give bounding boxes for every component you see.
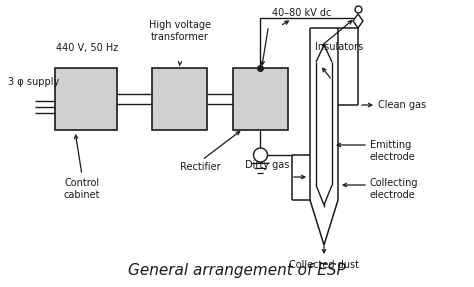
Text: Emitting
electrode: Emitting electrode bbox=[370, 140, 416, 162]
Polygon shape bbox=[353, 14, 363, 28]
Text: 440 V, 50 Hz: 440 V, 50 Hz bbox=[56, 43, 118, 53]
Text: 3 φ supply: 3 φ supply bbox=[8, 77, 59, 87]
Text: Dirty gas: Dirty gas bbox=[245, 160, 289, 170]
Text: Clean gas: Clean gas bbox=[378, 100, 426, 110]
Circle shape bbox=[254, 148, 267, 162]
Text: 40–80 kV dc: 40–80 kV dc bbox=[272, 8, 331, 18]
Text: Rectifier: Rectifier bbox=[180, 162, 220, 172]
Text: Collecting
electrode: Collecting electrode bbox=[370, 178, 419, 199]
Text: Collected dust: Collected dust bbox=[289, 260, 359, 270]
Text: General arrangement of ESP: General arrangement of ESP bbox=[128, 263, 346, 278]
Text: High voltage
transformer: High voltage transformer bbox=[149, 20, 211, 42]
Text: Insulators: Insulators bbox=[315, 42, 363, 52]
Bar bbox=[55, 68, 117, 130]
Bar bbox=[152, 68, 207, 130]
Bar bbox=[233, 68, 288, 130]
Text: Control
cabinet: Control cabinet bbox=[64, 178, 100, 199]
